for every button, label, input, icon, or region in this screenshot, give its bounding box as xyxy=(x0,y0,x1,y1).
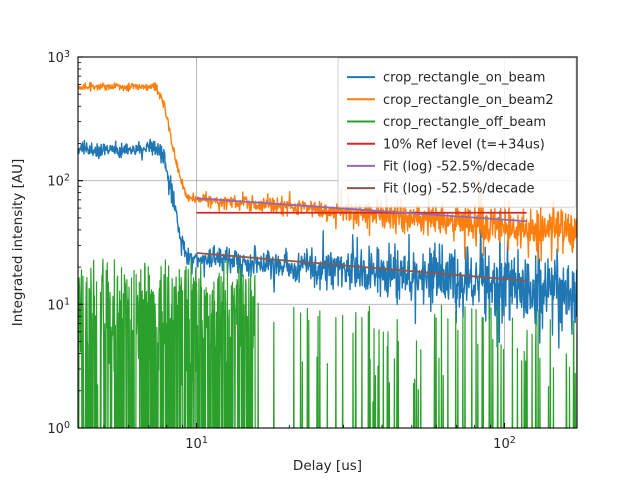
chart-legend[interactable]: crop_rectangle_on_beam crop_rectangle_on_… xyxy=(337,57,577,208)
axis-ticks xyxy=(78,56,506,429)
y-tick-label: 103 xyxy=(47,49,70,66)
axis-labels: 101 102 100 101 102 103 Delay [us] Integrated i… xyxy=(10,49,516,474)
y-tick-label: 102 xyxy=(47,173,70,190)
legend-entry[interactable]: 10% Ref level (t=+34us) xyxy=(347,137,545,152)
series-fit-line xyxy=(196,197,527,223)
legend-entry[interactable]: crop_rectangle_off_beam xyxy=(347,115,546,130)
legend-entry[interactable]: Fit (log) -52.5%/decade xyxy=(347,160,534,175)
data-series-layer xyxy=(78,81,577,428)
legend-label: Fit (log) -52.5%/decade xyxy=(383,160,534,175)
series-off-beam xyxy=(78,258,577,428)
legend-entry[interactable]: Fit (log) -52.5%/decade xyxy=(347,182,534,197)
x-tick-label: 101 xyxy=(185,435,208,452)
legend-label: crop_rectangle_on_beam xyxy=(383,71,545,86)
legend-label: crop_rectangle_on_beam2 xyxy=(383,93,554,108)
legend-label: crop_rectangle_off_beam xyxy=(383,115,546,130)
legend-label: 10% Ref level (t=+34us) xyxy=(383,137,545,152)
legend-entry[interactable]: crop_rectangle_on_beam2 xyxy=(347,93,554,108)
legend-entry[interactable]: crop_rectangle_on_beam xyxy=(347,71,545,86)
y-axis-title: Integrated intensity [AU] xyxy=(10,159,26,326)
series-fit-line xyxy=(196,252,527,282)
axes-spines xyxy=(77,56,578,429)
y-tick-label: 100 xyxy=(47,420,70,437)
x-tick-label: 102 xyxy=(493,435,516,452)
series-crop-rectangle-on-beam2 xyxy=(78,81,577,262)
y-tick-label: 101 xyxy=(47,296,70,313)
legend-label: Fit (log) -52.5%/decade xyxy=(383,182,534,197)
x-axis-title: Delay [us] xyxy=(293,458,362,474)
series-crop-rectangle-on-beam xyxy=(78,138,577,349)
